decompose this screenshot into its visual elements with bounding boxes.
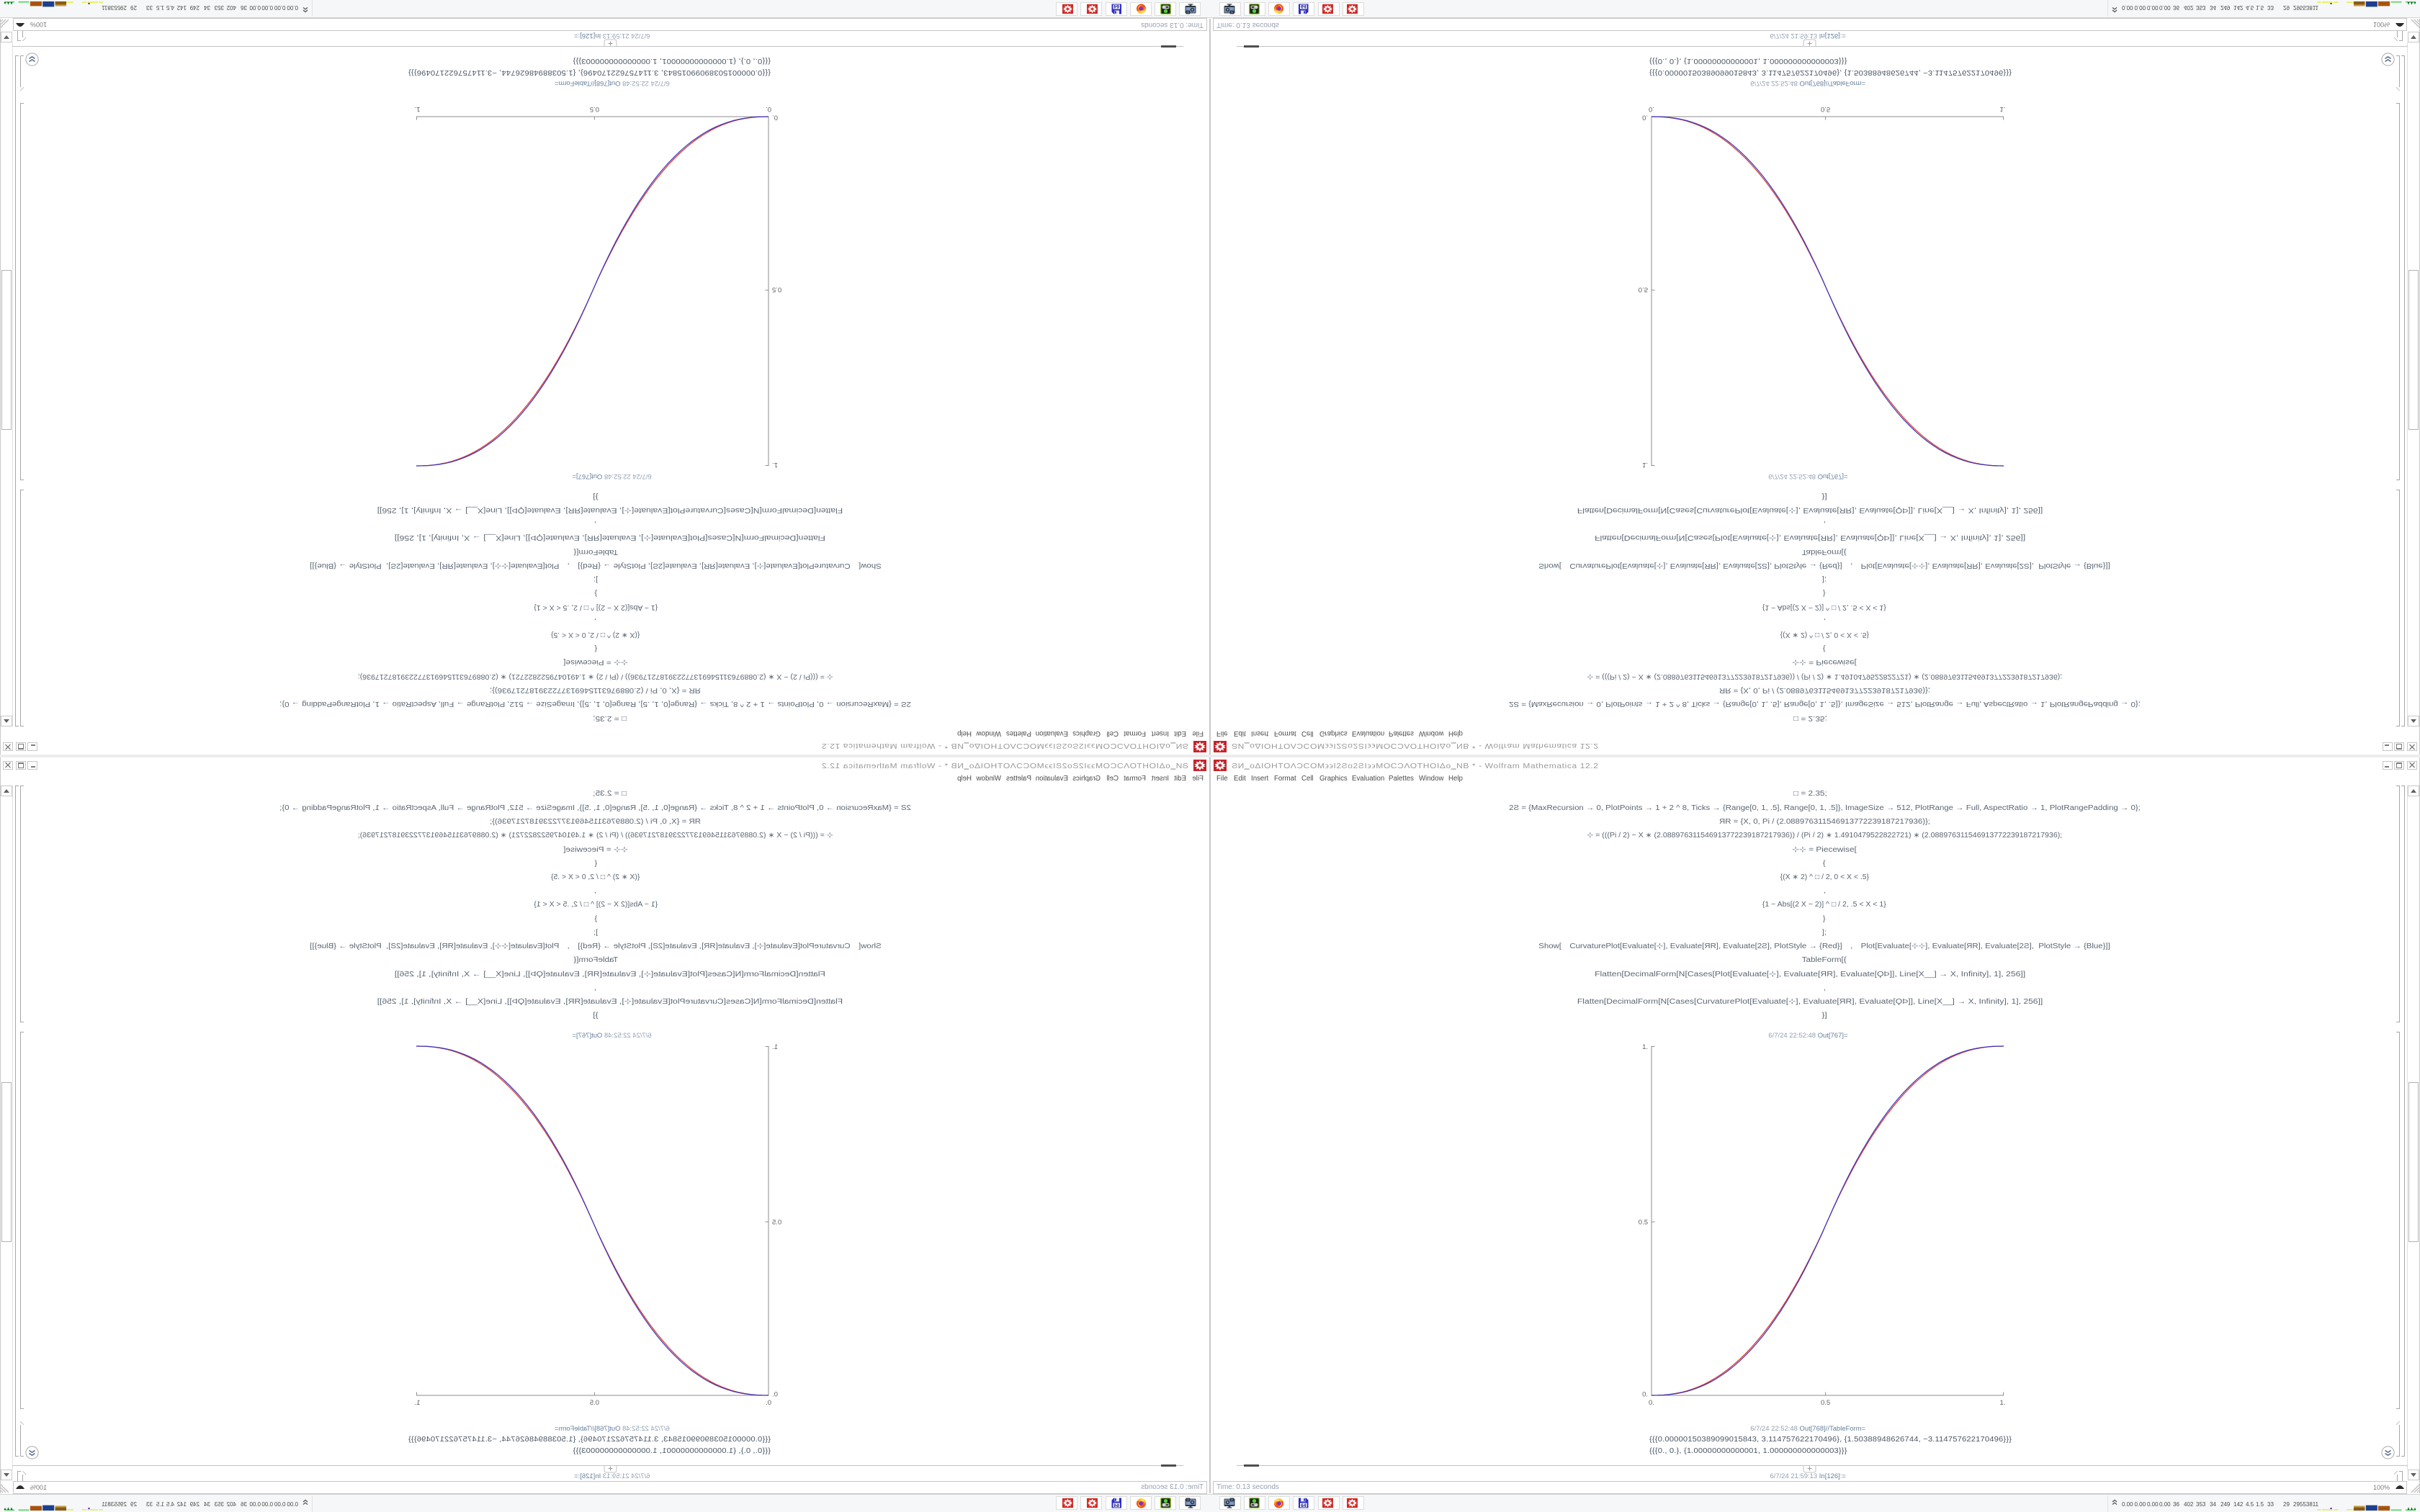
svg-text:0.5: 0.5 bbox=[1821, 105, 1830, 113]
svg-text:1.: 1. bbox=[415, 1399, 421, 1407]
svg-text:0.5: 0.5 bbox=[772, 1219, 781, 1227]
svg-text:1.: 1. bbox=[2000, 105, 2006, 113]
svg-text:0.: 0. bbox=[766, 1399, 771, 1407]
svg-text:64: 64 bbox=[1113, 1503, 1119, 1508]
svg-text:64: 64 bbox=[1301, 1503, 1307, 1508]
svg-text:0.5: 0.5 bbox=[590, 105, 599, 113]
svg-text:0.: 0. bbox=[1642, 114, 1648, 122]
svg-text:0.: 0. bbox=[766, 105, 771, 113]
svg-text:0.: 0. bbox=[1642, 1391, 1648, 1399]
svg-text:1.: 1. bbox=[1642, 1043, 1648, 1051]
svg-text:0.: 0. bbox=[772, 1391, 778, 1399]
svg-text:0.: 0. bbox=[772, 114, 778, 122]
svg-text:1.: 1. bbox=[415, 105, 421, 113]
svg-text:0.: 0. bbox=[1649, 105, 1654, 113]
svg-text:1.: 1. bbox=[772, 461, 778, 469]
svg-text:0.5: 0.5 bbox=[590, 1399, 599, 1407]
svg-text:1.: 1. bbox=[2000, 1399, 2006, 1407]
svg-text:64: 64 bbox=[1301, 4, 1307, 9]
svg-text:0.5: 0.5 bbox=[1639, 286, 1648, 294]
svg-text:0.5: 0.5 bbox=[772, 286, 781, 294]
svg-text:0.5: 0.5 bbox=[1821, 1399, 1830, 1407]
svg-text:1.: 1. bbox=[772, 1043, 778, 1051]
svg-text:0.: 0. bbox=[1649, 1399, 1654, 1407]
svg-text:0.5: 0.5 bbox=[1639, 1219, 1648, 1227]
svg-text:1.: 1. bbox=[1642, 461, 1648, 469]
svg-text:64: 64 bbox=[1113, 4, 1119, 9]
